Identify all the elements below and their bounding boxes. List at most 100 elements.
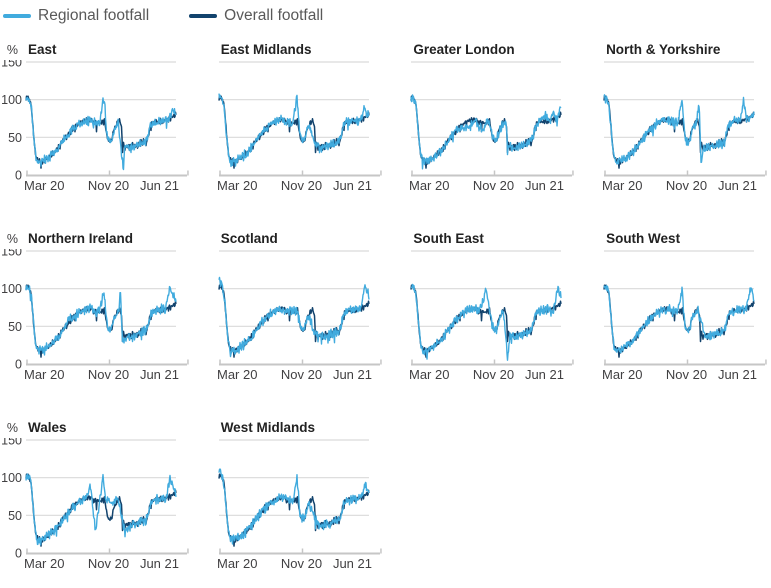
y-tick-label: 150	[2, 249, 22, 259]
chart-title: West Midlands	[220, 420, 315, 435]
region-line-chart: Mar 20 Nov 20 Jun 21	[217, 250, 382, 382]
regional-footfall-line	[217, 468, 370, 545]
chart-legend: Regional footfall Overall footfall	[3, 6, 771, 26]
chart-header: West Midlands	[195, 420, 387, 438]
legend-item-regional: Regional footfall	[3, 6, 149, 26]
y-tick-label: 150	[2, 438, 22, 448]
y-tick-label: 100	[2, 471, 22, 485]
x-tick-label: Jun 21	[140, 556, 179, 571]
y-axis-unit-label: %	[6, 421, 18, 435]
x-tick-label: Mar 20	[217, 367, 257, 382]
y-tick-label: 50	[8, 509, 22, 523]
x-tick-label: Mar 20	[24, 556, 64, 571]
y-tick-label: 0	[15, 547, 22, 561]
region-line-chart: Mar 20 Nov 20 Jun 21	[217, 61, 382, 193]
region-chart-cell-east-midlands: East Midlands Mar 20 Nov 20 Jun 21	[195, 42, 387, 194]
x-tick-label: Jun 21	[140, 367, 179, 382]
y-tick-label: 50	[8, 320, 22, 334]
x-tick-label: Jun 21	[333, 556, 372, 571]
region-chart-cell-west-midlands: West Midlands Mar 20 Nov 20 Jun 21	[195, 420, 387, 572]
x-tick-label: Mar 20	[602, 178, 642, 193]
chart-title: East Midlands	[220, 42, 312, 57]
chart-header: % Northern Ireland	[2, 231, 194, 249]
region-line-chart: Mar 20 Nov 20 Jun 21	[409, 250, 575, 382]
region-chart-cell-south-east: South East Mar 20 Nov 20 Jun 21	[387, 231, 579, 383]
regional-line-swatch-icon	[3, 14, 31, 18]
chart-grid: % East 150 100 50 0 Mar 20 Nov 20 Jun 21 East …	[1, 42, 771, 572]
chart-title: East	[28, 42, 57, 57]
x-tick-label: Jun 21	[718, 367, 757, 382]
y-tick-label: 0	[15, 169, 22, 183]
x-tick-label: Mar 20	[409, 178, 449, 193]
x-tick-label: Nov 20	[666, 367, 707, 382]
region-line-chart: Mar 20 Nov 20 Jun 21	[602, 61, 767, 193]
regional-footfall-line	[603, 284, 755, 354]
regional-footfall-line	[25, 96, 177, 171]
x-tick-label: Nov 20	[88, 178, 129, 193]
y-axis-unit-label: %	[6, 232, 18, 246]
y-tick-label: 100	[2, 93, 22, 107]
chart-title: Northern Ireland	[28, 231, 134, 246]
x-tick-label: Nov 20	[666, 178, 707, 193]
y-tick-label: 150	[2, 60, 22, 70]
x-tick-label: Nov 20	[281, 556, 322, 571]
region-line-chart: Mar 20 Nov 20 Jun 21	[409, 61, 575, 193]
chart-header: Greater London	[387, 42, 579, 60]
x-tick-label: Nov 20	[473, 367, 514, 382]
chart-header: South East	[387, 231, 579, 249]
x-tick-label: Mar 20	[409, 367, 449, 382]
chart-title: North & Yorkshire	[606, 42, 721, 57]
x-tick-label: Jun 21	[525, 367, 564, 382]
chart-title: Wales	[28, 420, 67, 435]
y-tick-label: 100	[2, 282, 22, 296]
region-chart-cell-east: % East 150 100 50 0 Mar 20 Nov 20 Jun 21	[1, 42, 194, 194]
legend-item-overall: Overall footfall	[189, 6, 323, 26]
region-chart-cell-south-west: South West Mar 20 Nov 20 Jun 21	[580, 231, 771, 383]
y-tick-label: 50	[8, 131, 22, 145]
chart-title: South West	[606, 231, 681, 246]
regional-footfall-line	[603, 94, 755, 165]
regional-footfall-line	[217, 93, 370, 168]
regional-footfall-line	[411, 283, 563, 361]
chart-title: South East	[413, 231, 484, 246]
region-chart-cell-north-yorkshire: North & Yorkshire Mar 20 Nov 20 Jun 21	[580, 42, 771, 194]
x-tick-label: Nov 20	[281, 367, 322, 382]
x-tick-label: Mar 20	[24, 367, 64, 382]
x-tick-label: Jun 21	[718, 178, 757, 193]
overall-line-swatch-icon	[189, 14, 218, 18]
x-tick-label: Nov 20	[88, 367, 129, 382]
region-chart-cell-scotland: Scotland Mar 20 Nov 20 Jun 21	[195, 231, 387, 383]
footfall-small-multiples-page: Regional footfall Overall footfall % Eas…	[1, 6, 771, 572]
region-chart-cell-greater-london: Greater London Mar 20 Nov 20 Jun 21	[387, 42, 579, 194]
x-tick-label: Mar 20	[217, 178, 257, 193]
x-tick-label: Mar 20	[24, 178, 64, 193]
x-tick-label: Nov 20	[281, 178, 322, 193]
chart-header: North & Yorkshire	[580, 42, 771, 60]
x-tick-label: Nov 20	[473, 178, 514, 193]
y-tick-label: 0	[15, 358, 22, 372]
x-tick-label: Jun 21	[140, 178, 179, 193]
chart-title: Greater London	[413, 42, 515, 57]
y-axis-unit-label: %	[6, 43, 18, 57]
x-tick-label: Mar 20	[602, 367, 642, 382]
x-tick-label: Jun 21	[333, 367, 372, 382]
chart-title: Scotland	[220, 231, 278, 246]
chart-header: % East	[2, 42, 194, 60]
overall-footfall-line	[410, 95, 563, 169]
x-tick-label: Mar 20	[217, 556, 257, 571]
region-line-chart: Mar 20 Nov 20 Jun 21	[217, 439, 382, 571]
regional-footfall-line	[25, 473, 177, 546]
chart-header: East Midlands	[195, 42, 387, 60]
chart-header: South West	[580, 231, 771, 249]
regional-footfall-line	[25, 285, 177, 356]
regional-footfall-line	[410, 94, 562, 170]
x-tick-label: Nov 20	[88, 556, 129, 571]
regional-footfall-line	[218, 276, 370, 358]
x-tick-label: Jun 21	[525, 178, 564, 193]
region-chart-cell-wales: % Wales 150 100 50 0 Mar 20 Nov 20 Jun 21	[1, 420, 194, 572]
chart-header: Scotland	[195, 231, 387, 249]
region-chart-cell-northern-ireland: % Northern Ireland 150 100 50 0 Mar 20 Nov 20…	[1, 231, 194, 383]
